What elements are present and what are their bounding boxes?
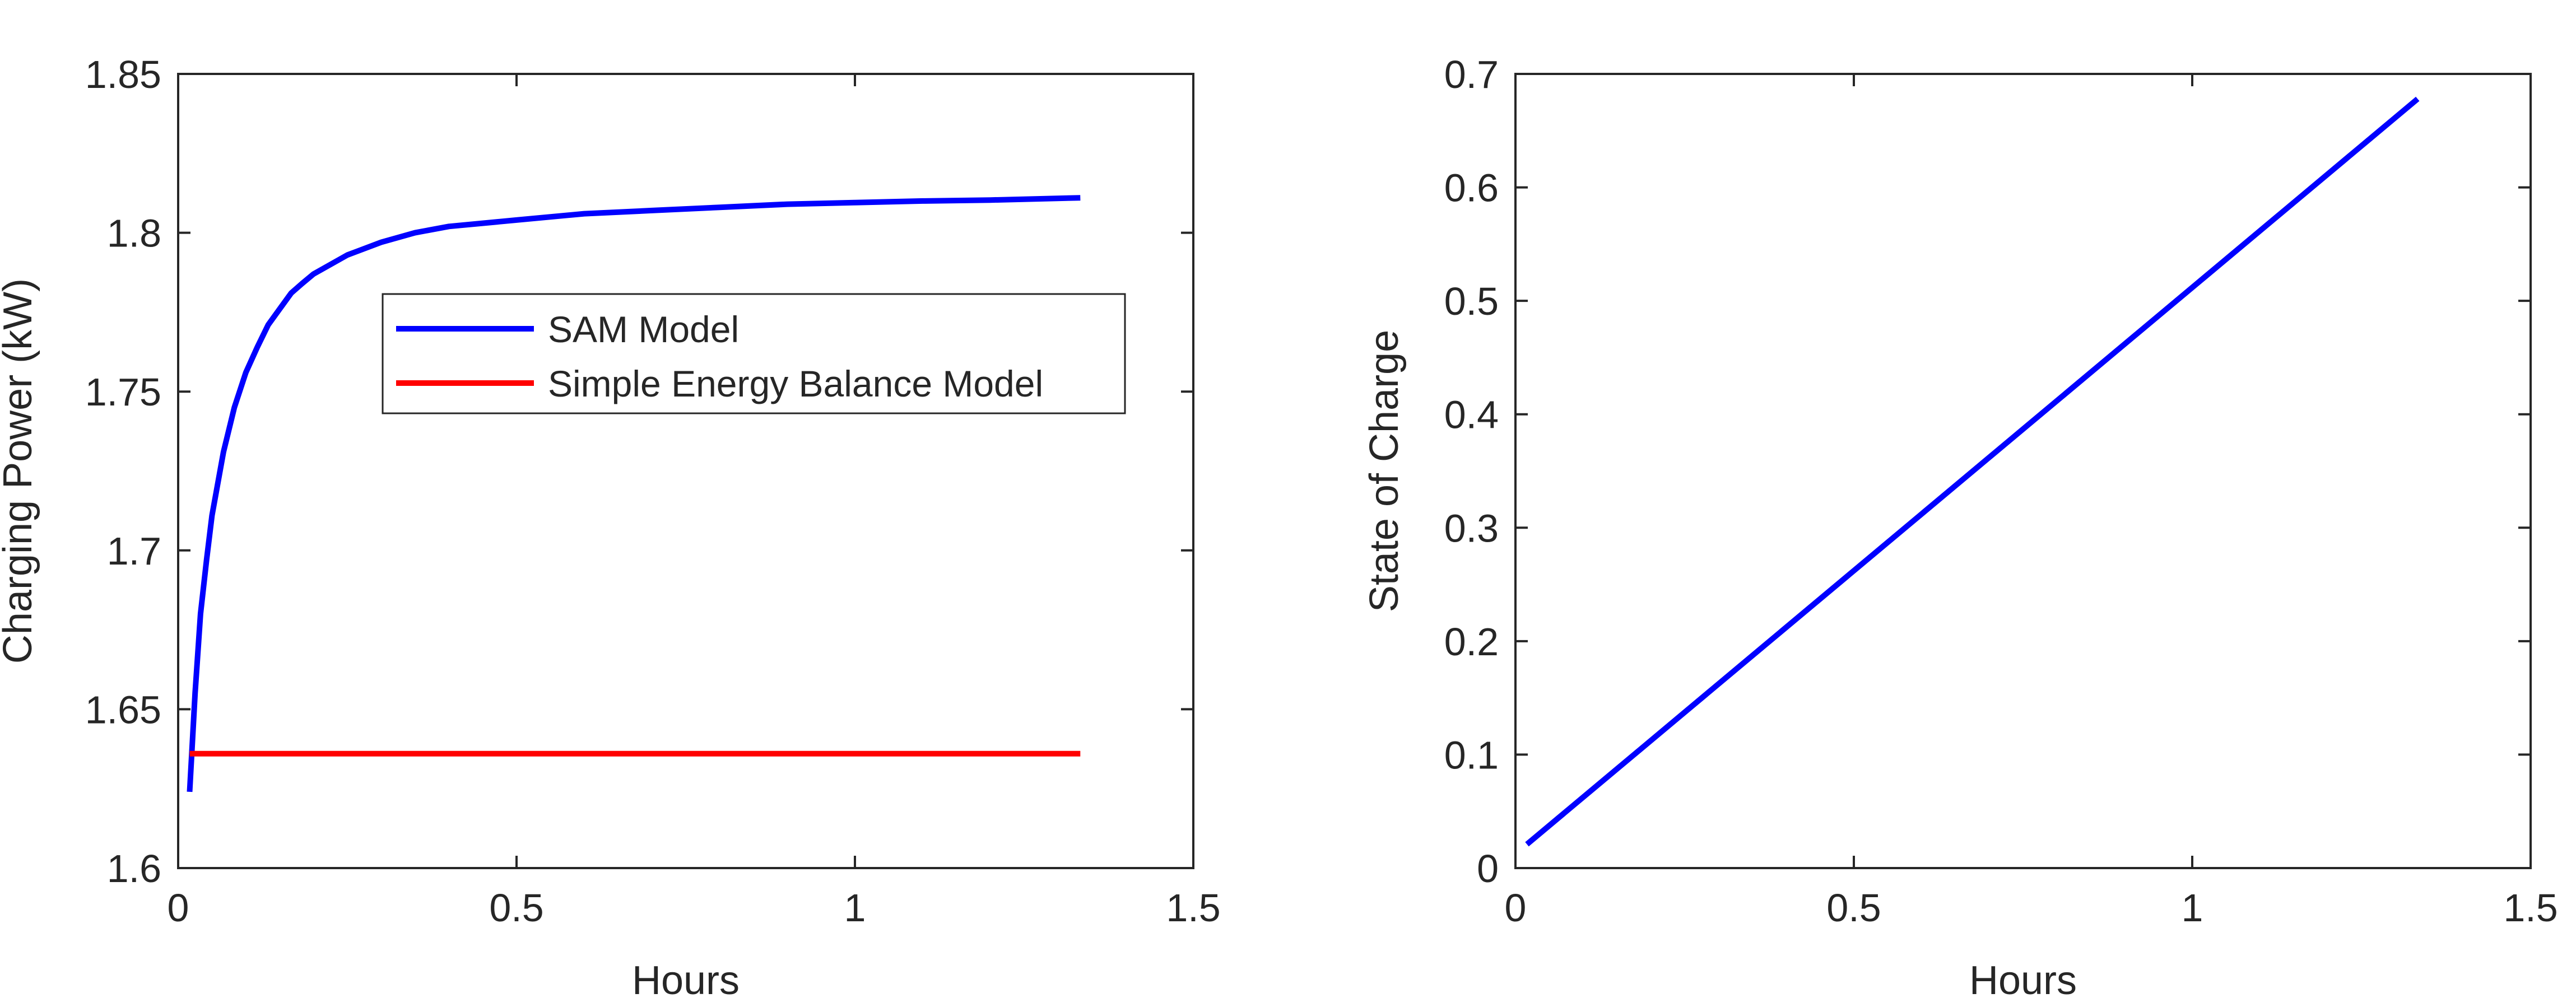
legend-box — [382, 293, 1126, 414]
x-tick-label: 0 — [1505, 886, 1527, 930]
y-tick-label: 0.2 — [1444, 620, 1499, 664]
y-tick-labels: 1.6 1.65 1.7 1.75 1.8 1.85 — [85, 53, 161, 890]
series-line-sam-model — [187, 195, 1081, 792]
y-tick-label: 1.8 — [107, 212, 161, 255]
y-tick-labels: 0 0.1 0.2 0.3 0.4 0.5 0.6 0.7 — [1444, 53, 1499, 890]
y-tick-label: 0.4 — [1444, 393, 1499, 437]
x-tick-label: 1 — [2182, 886, 2203, 930]
y-tick-label: 0.6 — [1444, 166, 1499, 210]
y-tick-label: 1.65 — [85, 688, 161, 731]
axis-ticks — [1514, 73, 2532, 869]
y-tick-label: 1.7 — [107, 529, 161, 573]
axis-ticks — [177, 73, 1194, 869]
plot-frame — [1514, 73, 2532, 869]
x-tick-label: 0.5 — [1826, 886, 1881, 930]
legend-label-sam-model: SAM Model — [548, 309, 739, 350]
series-line-state-of-charge — [1525, 96, 2420, 847]
series-layer — [187, 195, 1081, 792]
x-tick-label: 1.5 — [1166, 886, 1220, 930]
chart-state-of-charge: 0 0.5 1 1.5 0 0.1 0.2 0.3 0.4 0.5 0.6 0.7 Hours St… — [1362, 53, 2558, 998]
x-tick-label: 0.5 — [489, 886, 543, 930]
x-tick-label: 0 — [168, 886, 189, 930]
legend: SAM Model Simple Energy Balance Model — [382, 293, 1126, 414]
legend-label-simple-energy-balance-model: Simple Energy Balance Model — [548, 363, 1043, 404]
y-axis-label: Charging Power (kW) — [0, 278, 40, 664]
x-tick-labels: 0 0.5 1 1.5 — [1505, 886, 2558, 930]
series-layer — [1525, 96, 2420, 847]
x-tick-label: 1.5 — [2503, 886, 2558, 930]
y-tick-label: 0.7 — [1444, 53, 1499, 96]
y-tick-label: 0.3 — [1444, 506, 1499, 550]
x-tick-labels: 0 0.5 1 1.5 — [168, 886, 1221, 930]
y-tick-label: 1.6 — [107, 847, 161, 890]
y-tick-label: 1.75 — [85, 370, 161, 414]
y-tick-label: 1.85 — [85, 53, 161, 96]
x-axis-label: Hours — [1969, 958, 2077, 998]
x-axis-label: Hours — [632, 958, 740, 998]
plot-frame — [177, 73, 1194, 869]
x-tick-label: 1 — [844, 886, 866, 930]
y-tick-label: 0 — [1477, 847, 1499, 890]
chart-charging-power: 0 0.5 1 1.5 1.6 1.65 1.7 1.75 1.8 1.85 Hours Cha… — [0, 53, 1221, 998]
y-tick-label: 0.1 — [1444, 733, 1499, 777]
y-tick-label: 0.5 — [1444, 279, 1499, 323]
y-axis-label: State of Charge — [1362, 330, 1407, 612]
